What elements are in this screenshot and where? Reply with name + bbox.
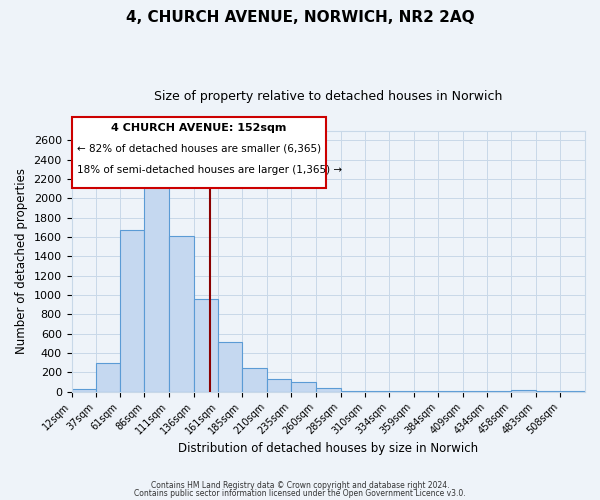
Text: ← 82% of detached houses are smaller (6,365): ← 82% of detached houses are smaller (6,… xyxy=(77,144,321,154)
Bar xyxy=(266,379,292,392)
Text: 4, CHURCH AVENUE, NORWICH, NR2 2AQ: 4, CHURCH AVENUE, NORWICH, NR2 2AQ xyxy=(125,10,475,25)
FancyBboxPatch shape xyxy=(71,118,326,188)
Bar xyxy=(511,390,536,392)
Bar xyxy=(316,388,341,392)
Text: Contains public sector information licensed under the Open Government Licence v3: Contains public sector information licen… xyxy=(134,488,466,498)
Bar xyxy=(145,184,169,392)
Bar xyxy=(169,236,194,392)
Bar xyxy=(120,230,145,392)
Bar xyxy=(96,363,120,392)
Title: Size of property relative to detached houses in Norwich: Size of property relative to detached ho… xyxy=(154,90,502,103)
Bar xyxy=(242,368,266,392)
Text: Contains HM Land Registry data © Crown copyright and database right 2024.: Contains HM Land Registry data © Crown c… xyxy=(151,481,449,490)
Bar xyxy=(365,391,389,392)
Bar xyxy=(194,299,218,392)
Bar xyxy=(341,391,365,392)
Text: 4 CHURCH AVENUE: 152sqm: 4 CHURCH AVENUE: 152sqm xyxy=(111,122,286,132)
Bar xyxy=(292,382,316,392)
Bar xyxy=(218,342,242,392)
Bar xyxy=(71,390,96,392)
X-axis label: Distribution of detached houses by size in Norwich: Distribution of detached houses by size … xyxy=(178,442,478,455)
Text: 18% of semi-detached houses are larger (1,365) →: 18% of semi-detached houses are larger (… xyxy=(77,164,342,174)
Y-axis label: Number of detached properties: Number of detached properties xyxy=(15,168,28,354)
